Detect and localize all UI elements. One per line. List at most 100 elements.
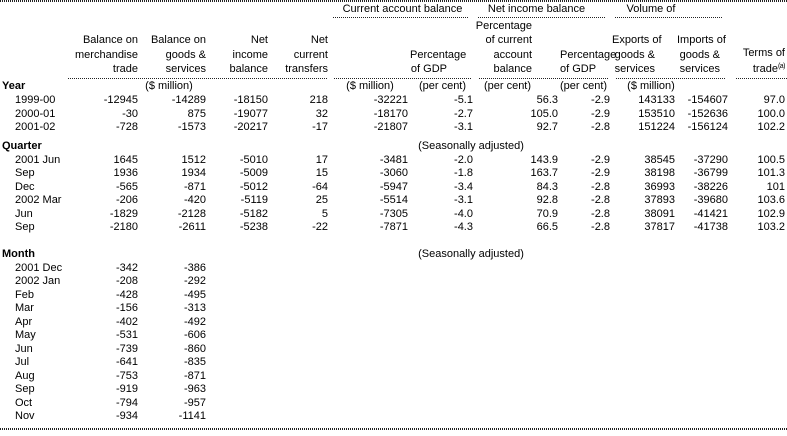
cell: -7871: [379, 221, 408, 233]
cell: 218: [309, 94, 328, 106]
cell: -3060: [379, 167, 408, 179]
cell: -794: [115, 396, 138, 409]
section-header-year: Year ($ million) ($ million) (per cent) …: [0, 80, 787, 94]
cell: -420: [183, 194, 206, 206]
cell: -2.8: [591, 194, 610, 206]
cell: 101: [766, 180, 785, 193]
table-row: Sep 1936 1934 -5009 15 -3060 -1.8 163.7 -2.9 3819…: [0, 167, 787, 181]
cell: -871: [183, 369, 206, 382]
cell: -728: [115, 121, 138, 133]
cell: -206: [115, 194, 138, 206]
cell: -39680: [693, 194, 728, 206]
cell: -22: [312, 221, 328, 233]
rule-current-account: [334, 78, 471, 79]
row-label: Dec: [15, 180, 35, 193]
cell: -5012: [239, 180, 268, 193]
cell: -17: [312, 121, 328, 133]
header-rules-row: [0, 77, 787, 80]
unit-nib-cab-percent: (per cent): [483, 80, 532, 92]
cell: -30: [122, 107, 138, 120]
cell: -860: [183, 342, 206, 355]
cell: 56.3: [536, 94, 558, 106]
cell: -32221: [373, 94, 408, 106]
cell: -2.8: [591, 207, 610, 220]
cell: -5182: [239, 207, 268, 220]
unit-volume-money: ($ million): [627, 80, 675, 92]
cell: 32: [315, 107, 328, 120]
cell: -2.7: [454, 107, 473, 120]
cell: 103.2: [757, 221, 785, 233]
cell: -428: [115, 288, 138, 301]
cell: 101.3: [757, 167, 785, 179]
cell: 100.0: [757, 107, 785, 120]
row-label: Sep: [15, 383, 35, 395]
cell: 38198: [644, 167, 675, 179]
cell: -1829: [109, 207, 138, 220]
group-spacer-right: [730, 3, 787, 18]
group-net-income-balance: Net income balance: [475, 3, 612, 18]
cell: -1573: [177, 121, 206, 133]
table-row: 1999-00 -12945 -14289 -18150 218 -32221 -5.1 56…: [0, 94, 787, 108]
cell: 38545: [644, 153, 675, 166]
cell: 37893: [644, 194, 675, 206]
cell: -18170: [373, 107, 408, 120]
table-row: 2001-02 -728 -1573 -20217 -17 -21807 -3.1 92.7 -…: [0, 121, 787, 135]
cell: -12945: [103, 94, 138, 106]
rule-terms-of-trade: [736, 78, 787, 79]
cell: -641: [115, 356, 138, 368]
cell: -313: [183, 302, 206, 314]
cell: 92.8: [536, 194, 558, 206]
column-header: [330, 18, 410, 77]
footnote-marker: (a): [777, 63, 786, 71]
cell: -2.9: [591, 153, 610, 166]
unit-merchandise-money: ($ million): [145, 80, 193, 92]
table-row: Mar -156 -313: [0, 302, 787, 316]
cell: 1936: [113, 167, 138, 179]
cell: -835: [183, 356, 206, 368]
cell: -64: [312, 180, 328, 193]
seasonally-adjusted-note: (Seasonally adjusted): [418, 139, 524, 152]
cell: -2.8: [591, 180, 610, 193]
cell: 5: [321, 207, 328, 220]
row-label: 2002 Mar: [15, 194, 62, 206]
cell: 1645: [113, 153, 138, 166]
cell: -5010: [239, 153, 268, 166]
column-header: Exports of goods & services: [612, 34, 662, 76]
row-label: Nov: [15, 410, 35, 422]
row-label: Oct: [15, 396, 33, 409]
row-label: 2000-01: [15, 107, 56, 120]
cell: -919: [115, 383, 138, 395]
table-row: 2000-01 -30 875 -19077 32 -18170 -2.7 105.0 -2.9…: [0, 108, 787, 122]
unit-cab-gdp-percent: (per cent): [418, 80, 467, 92]
table-row: Jul -641 -835: [0, 356, 787, 370]
cell: 102.9: [757, 207, 785, 220]
cell: 1934: [181, 167, 206, 179]
group-volume-of: Volume of: [612, 3, 730, 18]
row-label: May: [15, 329, 36, 341]
row-label: 2001 Jun: [15, 153, 61, 166]
cell: -156: [115, 302, 138, 314]
cell: -1.8: [454, 167, 473, 179]
cell: 163.7: [530, 167, 558, 179]
cell: -492: [183, 315, 206, 328]
cell: -963: [183, 383, 206, 395]
cell: -3.1: [454, 121, 473, 133]
table-row: Nov -934 -1141: [0, 410, 787, 424]
column-header: Terms of trade(a): [742, 46, 786, 76]
row-label: Jul: [15, 356, 30, 368]
column-header: Net income balance: [229, 34, 268, 76]
cell: -156124: [687, 121, 728, 133]
table-row: May -531 -606: [0, 329, 787, 343]
unit-cab-money: ($ million): [346, 80, 394, 92]
group-header-row: Current account balance Net income balan…: [0, 3, 787, 18]
cell: 37817: [644, 221, 675, 233]
cell: -402: [115, 315, 138, 328]
cell: 151224: [638, 121, 675, 133]
row-label: Mar: [15, 302, 34, 314]
cell: 875: [187, 107, 206, 120]
column-header: Percentage of GDP: [560, 48, 617, 76]
table-row: Sep -919 -963: [0, 383, 787, 397]
cell: -565: [115, 180, 138, 193]
rule-left-columns: [68, 78, 328, 79]
